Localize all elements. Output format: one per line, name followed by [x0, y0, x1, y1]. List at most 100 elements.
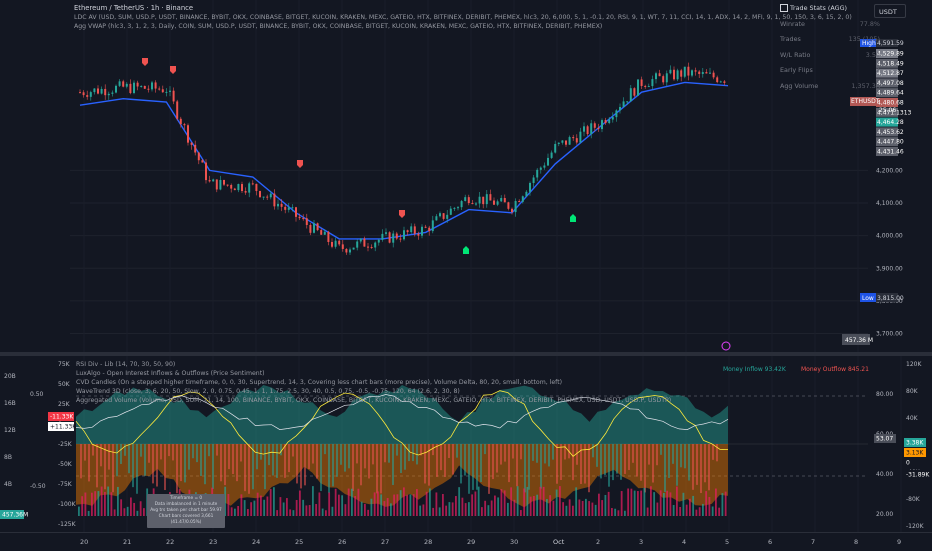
- oi-legend[interactable]: LuxAlgo - Open Interest Inflows & Outflo…: [76, 370, 265, 377]
- candle-body: [586, 126, 589, 135]
- time-tick: 7: [811, 538, 816, 546]
- price-badge: [876, 137, 898, 147]
- cvd-bar: [280, 444, 282, 456]
- cvd-bar: [616, 444, 618, 474]
- candle-body: [435, 216, 438, 221]
- agg-volume-legend[interactable]: Aggregated Volume (Volume, USD, SUM, 21,…: [76, 397, 672, 404]
- candle-body: [680, 70, 683, 77]
- cvd-bar: [276, 444, 278, 478]
- candle-body: [683, 66, 686, 77]
- agg-volume-bar: [360, 501, 363, 516]
- price-grid: [70, 0, 902, 352]
- oi-badge-value: +11.33K: [50, 424, 77, 431]
- trade-stats-row: Early Flips 2: [780, 63, 880, 79]
- candle-body: [197, 152, 200, 161]
- agg-volume-bar: [529, 496, 532, 516]
- candle-body: [590, 123, 593, 135]
- cvd-bar: [632, 444, 634, 463]
- agg-volume-bar: [334, 488, 337, 516]
- agg-volume-bar: [461, 497, 464, 516]
- agg-volume-bar: [139, 501, 142, 516]
- cvd-bar: [384, 444, 386, 463]
- candle-body: [719, 81, 722, 83]
- cvd-bar: [700, 444, 702, 494]
- trade-stats-header[interactable]: Trade Stats (AGG): [780, 4, 880, 12]
- cvd-bar: [324, 444, 326, 455]
- cvd-bar: [508, 444, 510, 483]
- agg-volume-bar: [243, 500, 246, 516]
- candle-body: [251, 183, 254, 185]
- candle-body: [338, 240, 341, 245]
- price-chart[interactable]: 4,200.004,100.004,000.003,900.003,800.00…: [0, 0, 932, 352]
- cvd-bar: [396, 444, 398, 456]
- time-tick: 26: [338, 538, 347, 546]
- candle-body: [111, 92, 114, 94]
- agg-volume-bar: [718, 507, 721, 516]
- agg-volume-bar: [390, 503, 392, 516]
- cvd-bar: [116, 444, 118, 477]
- agg-volume-bar: [552, 500, 555, 516]
- candle-body: [313, 223, 315, 233]
- candle-body: [205, 162, 207, 181]
- pane-divider[interactable]: [0, 352, 932, 356]
- agg-volume-bar: [269, 489, 272, 516]
- cvd-bar: [412, 444, 414, 462]
- cvd-bar: [692, 444, 694, 490]
- agg-volume-bar: [481, 507, 483, 516]
- agg-volume-bar: [276, 510, 279, 516]
- candle-body: [190, 142, 193, 145]
- rsi-div-legend[interactable]: RSI Div - Lib (14, 70, 30, 50, 90): [76, 361, 176, 368]
- cvd-bar: [576, 444, 578, 465]
- cvd-bar: [656, 444, 658, 466]
- agg-volume-bar: [279, 497, 282, 516]
- indicator-ldc-legend[interactable]: LDC AV (USD, SUM, USD.P, USDT, BINANCE, …: [74, 14, 852, 21]
- time-tick: 5: [725, 538, 730, 546]
- checkbox-icon[interactable]: [780, 4, 788, 12]
- price-badge: [876, 68, 898, 78]
- cvd-bar: [704, 444, 706, 483]
- osc-badge: [904, 458, 926, 467]
- agg-volume-bar: [406, 494, 409, 516]
- candle-body: [525, 191, 528, 197]
- candle-body: [532, 177, 535, 183]
- candle-body: [687, 66, 690, 76]
- agg-volume-bar: [565, 505, 568, 516]
- sell-signal-icon: [297, 160, 303, 168]
- oscillator-chart[interactable]: 20B 16B 12B 8B 4B 457.36M 0.50 -0.50 75K 50K 25K 0 -…: [0, 356, 932, 532]
- agg-volume-bar: [591, 502, 594, 516]
- high-value: 4,591.59: [877, 40, 904, 47]
- candle-body: [478, 196, 481, 204]
- cvd-bar: [588, 444, 590, 493]
- candle-body: [626, 101, 629, 103]
- agg-volume-bar: [130, 497, 132, 516]
- osc-axis: 20B 16B 12B 8B 4B 457.36M 0.50 -0.50 75K 50K 25K 0 -…: [0, 361, 930, 530]
- time-axis[interactable]: 20 21 22 23 24 25 26 27 28 29 30 Oct 2 3 4 5 6 7 8 9: [0, 532, 932, 551]
- candle-body: [410, 226, 413, 233]
- candle-body: [550, 152, 553, 158]
- time-tick: 25: [295, 538, 304, 546]
- candle-body: [115, 85, 117, 93]
- cvd-legend[interactable]: CVD Candles (On a stepped higher timefra…: [76, 379, 563, 386]
- candle-body: [485, 194, 488, 205]
- cvd-bar: [192, 444, 194, 459]
- indicator-vwap-legend[interactable]: Agg VWAP (hlc3, 3, 1, 2, 3, Daily, COIN,…: [74, 23, 603, 30]
- agg-volume-bar: [523, 488, 526, 516]
- wavetrend-legend[interactable]: WaveTrend 3D (close, 3, 6, 20, 50, Slow,…: [76, 388, 460, 395]
- candle-body: [316, 223, 319, 231]
- price-pane[interactable]: 4,200.004,100.004,000.003,900.003,800.00…: [0, 0, 932, 352]
- candle-body: [658, 73, 661, 77]
- symbol-title[interactable]: Ethereum / TetherUS · 1h · Binance: [74, 4, 194, 12]
- agg-volume-bar: [474, 491, 477, 516]
- cvd-bar: [380, 444, 382, 494]
- time-tick: Oct: [553, 538, 565, 546]
- agg-volume-bar: [377, 491, 379, 516]
- currency-selector[interactable]: USDT: [874, 4, 906, 18]
- oscillator-pane[interactable]: 20B 16B 12B 8B 4B 457.36M 0.50 -0.50 75K 50K 25K 0 -…: [0, 356, 932, 532]
- candle-body: [665, 73, 668, 83]
- agg-volume-bar: [403, 487, 405, 516]
- cvd-bar: [264, 444, 266, 490]
- agg-volume-bar: [640, 490, 643, 516]
- cvd-bar: [168, 444, 170, 457]
- candle-body: [716, 77, 719, 83]
- agg-volume-bar: [487, 505, 490, 516]
